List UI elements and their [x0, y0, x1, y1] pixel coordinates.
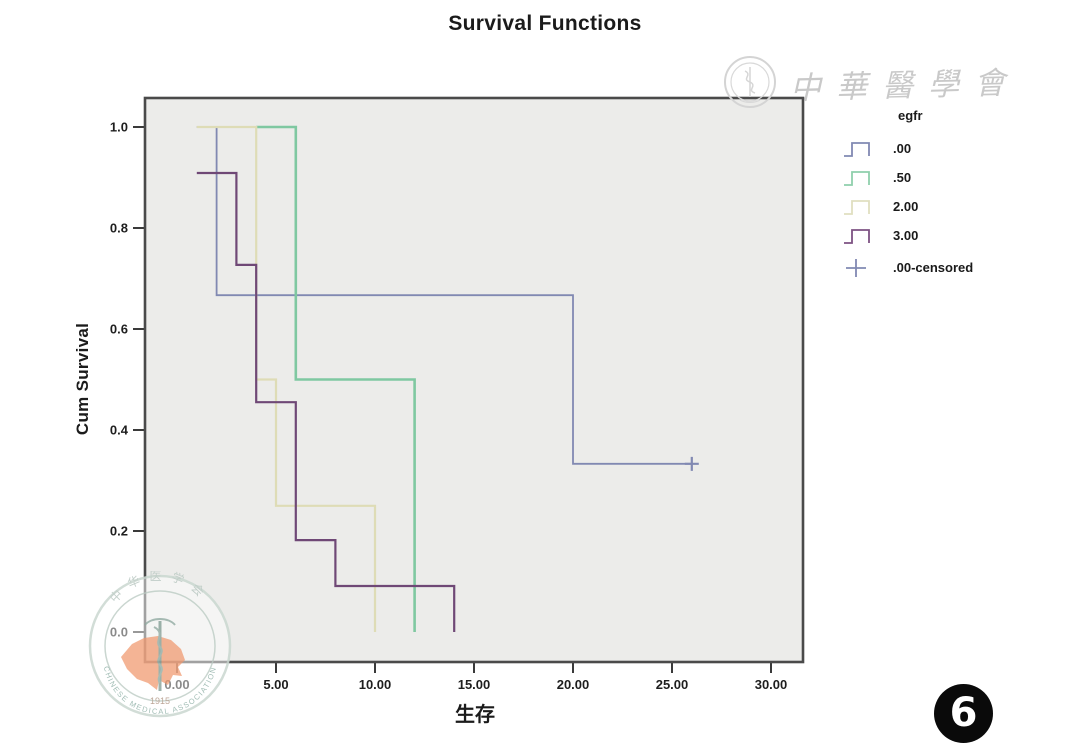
- legend-plus-icon: [846, 258, 866, 277]
- legend-entry-label: .00-censored: [893, 260, 974, 275]
- legend-step-icon: [844, 228, 870, 244]
- survival-curve-300: [196, 171, 456, 632]
- survival-curve-50: [256, 125, 416, 632]
- legend-entry-label: 3.00: [893, 228, 919, 243]
- plot-frame: [143, 96, 805, 664]
- legend-entry: 2.00: [836, 192, 1056, 221]
- x-axis-label: 生存: [455, 704, 495, 726]
- legend-step-icon: [844, 170, 870, 186]
- survival-curve-200: [196, 125, 377, 632]
- y-tick-label: 0.0: [110, 625, 128, 640]
- y-tick-label: 0.2: [110, 524, 128, 539]
- legend-entries: .00 .50 2.00 3.00 .00-censored: [836, 134, 1056, 282]
- legend-title: egfr: [898, 108, 923, 123]
- chart-title: Survival Functions: [448, 12, 642, 35]
- y-tick-label: 0.6: [110, 322, 128, 337]
- legend-entry-label: 2.00: [893, 199, 919, 214]
- x-tick-label: 25.00: [656, 677, 689, 692]
- legend-entry: .50: [836, 163, 1056, 192]
- legend-entry: 3.00: [836, 221, 1056, 250]
- x-tick-label: 30.00: [755, 677, 788, 692]
- legend: egfr .00 .50 2.00 3.00 .00-censored: [836, 106, 1056, 282]
- page-number-badge: 6: [934, 684, 993, 743]
- censored-marker-icon: [684, 456, 699, 471]
- x-tick-label: 20.00: [557, 677, 590, 692]
- plot-area: [145, 98, 803, 662]
- legend-step-icon: [844, 199, 870, 215]
- legend-entry-label: .00: [893, 141, 912, 156]
- y-axis-label: Cum Survival: [73, 322, 92, 436]
- x-tick-label: 10.00: [359, 677, 392, 692]
- legend-entry-label: .50: [893, 170, 912, 185]
- x-tick-label: 5.00: [263, 677, 288, 692]
- x-tick-label: 15.00: [458, 677, 491, 692]
- y-tick-label: 1.0: [110, 120, 128, 135]
- y-tick-label: 0.4: [110, 423, 129, 438]
- legend-entry: .00: [836, 134, 1056, 163]
- legend-entry: .00-censored: [836, 253, 1056, 282]
- legend-step-icon: [844, 141, 870, 157]
- x-tick-label: 0.00: [164, 677, 189, 692]
- y-tick-label: 0.8: [110, 221, 128, 236]
